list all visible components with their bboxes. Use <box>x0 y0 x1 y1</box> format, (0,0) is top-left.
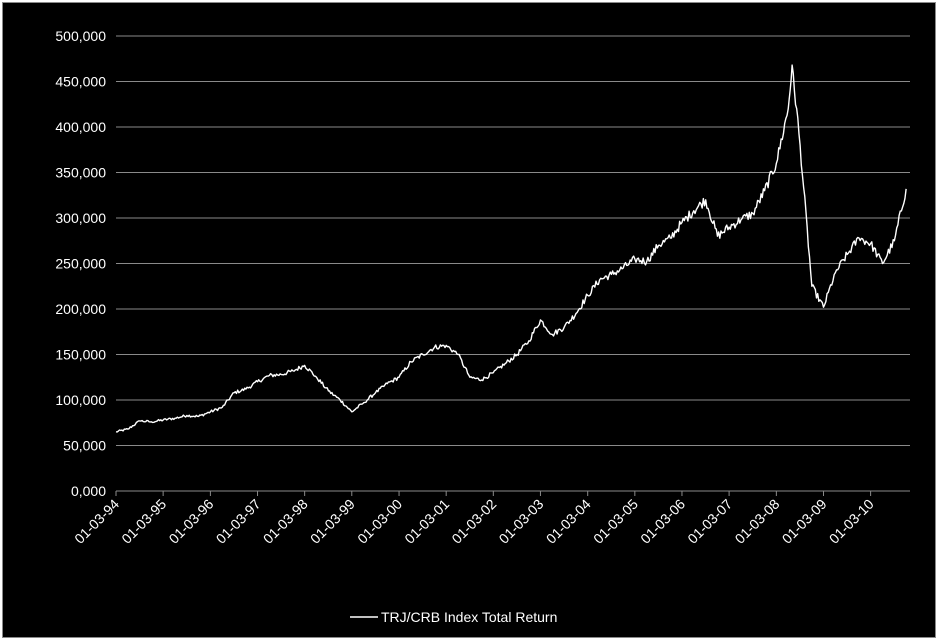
y-axis-labels: 0,000 50,000 100,000 150,000 200,000 250,000 3… <box>55 28 106 499</box>
x-tick-label: 01-03-07 <box>684 496 735 547</box>
y-tick-label: 50,000 <box>63 438 106 454</box>
x-tick-label: 01-03-97 <box>213 496 264 547</box>
x-tick-label: 01-03-00 <box>354 496 405 547</box>
x-tick-label: 01-03-09 <box>779 496 830 547</box>
x-axis-labels: 01-03-9401-03-9501-03-9601-03-9701-03-98… <box>71 496 877 547</box>
y-tick-label: 100,000 <box>55 392 106 408</box>
x-tick-label: 01-03-05 <box>590 496 641 547</box>
y-tick-label: 350,000 <box>55 165 106 181</box>
x-tick-label: 01-03-01 <box>401 496 452 547</box>
x-tick-label: 01-03-03 <box>496 496 547 547</box>
y-tick-label: 300,000 <box>55 210 106 226</box>
y-tick-label: 400,000 <box>55 119 106 135</box>
x-tick-label: 01-03-06 <box>637 496 688 547</box>
x-tick-label: 01-03-94 <box>71 496 122 547</box>
x-tick-label: 01-03-04 <box>543 496 594 547</box>
x-tick-label: 01-03-95 <box>118 496 169 547</box>
x-tick-label: 01-03-02 <box>448 496 499 547</box>
y-tick-label: 500,000 <box>55 28 106 44</box>
x-tick-label: 01-03-99 <box>307 496 358 547</box>
x-tick-label: 01-03-10 <box>826 496 877 547</box>
y-tick-label: 0,000 <box>71 483 106 499</box>
y-tick-label: 250,000 <box>55 256 106 272</box>
x-axis <box>115 490 910 496</box>
x-tick-label: 01-03-98 <box>260 496 311 547</box>
line-chart: 0,000 50,000 100,000 150,000 200,000 250,000 3… <box>55 28 910 625</box>
x-tick-label: 01-03-08 <box>732 496 783 547</box>
series-lines <box>115 64 907 433</box>
y-tick-label: 150,000 <box>55 347 106 363</box>
y-tick-label: 450,000 <box>55 74 106 90</box>
legend: TRJ/CRB Index Total Return <box>350 609 557 625</box>
gridlines <box>116 35 910 492</box>
legend-label: TRJ/CRB Index Total Return <box>381 609 557 625</box>
y-tick-label: 200,000 <box>55 301 106 317</box>
x-tick-label: 01-03-96 <box>166 496 217 547</box>
series-line <box>115 64 907 433</box>
